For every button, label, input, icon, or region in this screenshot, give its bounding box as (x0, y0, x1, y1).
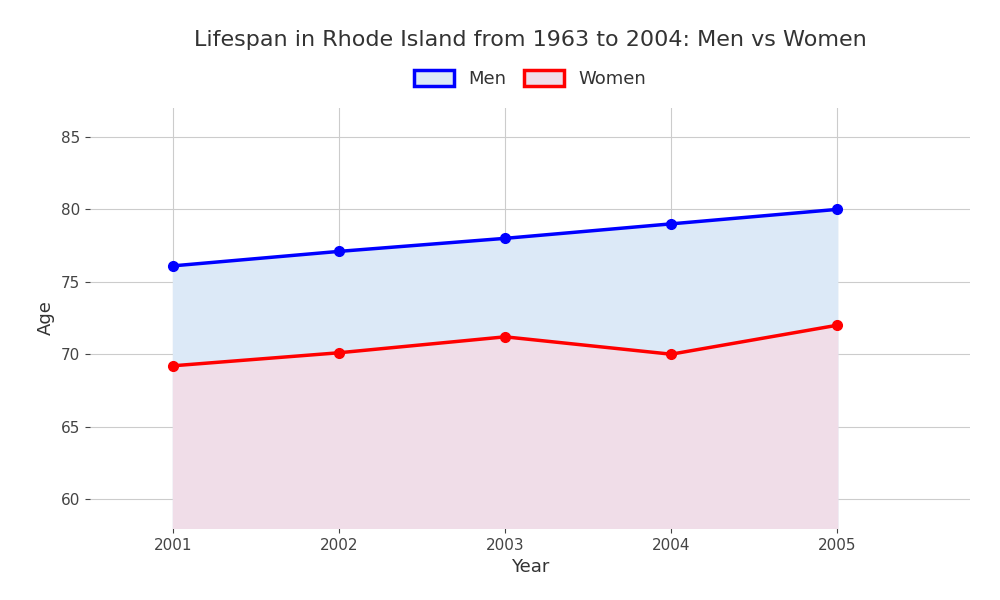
Line: Men: Men (168, 205, 842, 271)
Women (167, 362, 179, 370)
Men (499, 235, 511, 242)
Women (831, 322, 843, 329)
Men (831, 206, 843, 213)
Women (499, 333, 511, 340)
Men (333, 248, 345, 255)
Line: Women: Women (168, 320, 842, 371)
Men (167, 262, 179, 269)
Women (665, 350, 677, 358)
Men (665, 220, 677, 227)
Women (333, 349, 345, 356)
Legend: Men, Women: Men, Women (407, 62, 653, 95)
X-axis label: Year: Year (511, 558, 549, 576)
Y-axis label: Age: Age (37, 301, 55, 335)
Title: Lifespan in Rhode Island from 1963 to 2004: Men vs Women: Lifespan in Rhode Island from 1963 to 20… (194, 29, 866, 49)
